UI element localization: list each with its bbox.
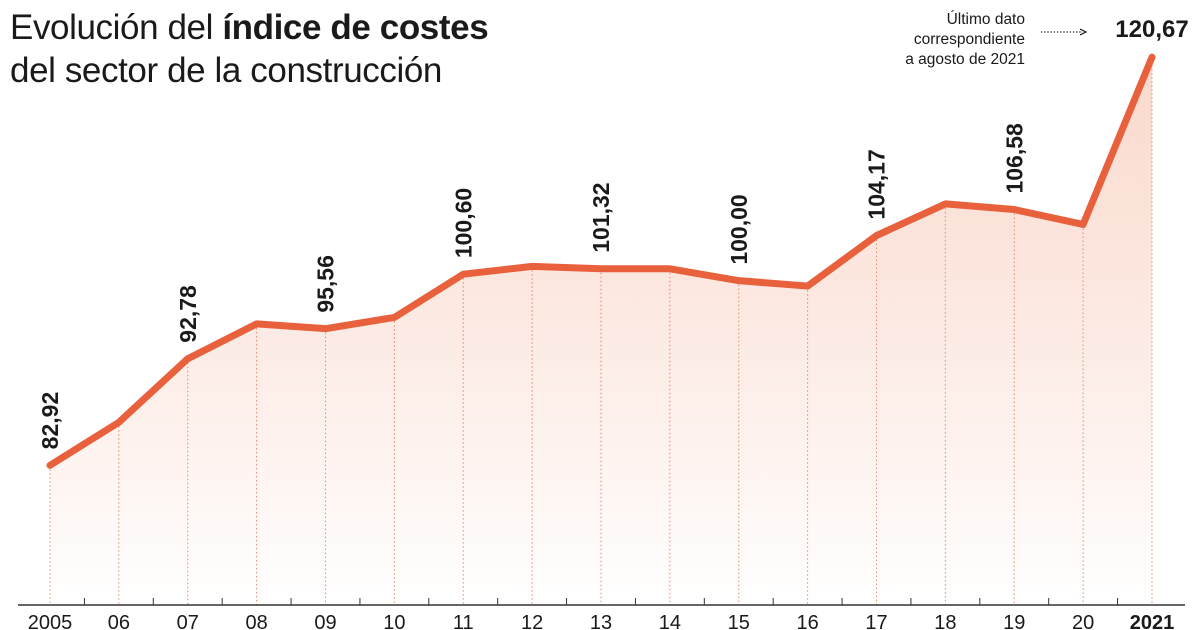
note-arrow-head: [1079, 28, 1088, 36]
x-tick-label-12: 12: [521, 612, 543, 630]
note-line-1: Último dato: [946, 11, 1025, 28]
value-label-13: 101,32: [588, 182, 614, 252]
x-tick-label-20: 20: [1072, 612, 1094, 630]
x-tick-label-16: 16: [797, 612, 819, 630]
last-data-note: Último dato correspondiente a agosto de …: [905, 10, 1025, 70]
x-tick-label-08: 08: [246, 612, 268, 630]
x-tick-label-06: 06: [108, 612, 130, 630]
value-label-09: 95,56: [313, 255, 339, 313]
value-label-15: 100,00: [726, 194, 752, 264]
value-label-last: 120,67: [1115, 16, 1188, 43]
title-line-2: del sector de la construcción: [10, 51, 442, 90]
note-line-3: a agosto de 2021: [905, 51, 1025, 68]
x-tick-label-11: 11: [453, 612, 474, 630]
x-tick-label-2005: 2005: [28, 612, 73, 630]
x-tick-label-10: 10: [383, 612, 405, 630]
title-part-regular: Evolución del: [10, 8, 223, 47]
x-tick-label-14: 14: [659, 612, 681, 630]
value-label-2005: 82,92: [37, 392, 63, 450]
value-label-17: 104,17: [864, 149, 890, 219]
x-tick-label-15: 15: [728, 612, 750, 630]
x-tick-label-18: 18: [934, 612, 956, 630]
x-tick-label-2021: 2021: [1130, 612, 1175, 630]
value-label-19: 106,58: [1001, 123, 1027, 194]
x-tick-label-19: 19: [1003, 612, 1025, 630]
value-label-07: 92,78: [175, 285, 201, 343]
value-label-11: 100,60: [450, 188, 476, 258]
x-tick-label-09: 09: [314, 612, 336, 630]
area-fill: [50, 57, 1152, 606]
note-line-2: correspondiente: [913, 31, 1025, 48]
chart-title: Evolución del índice de costes del secto…: [10, 6, 489, 92]
x-tick-label-07: 07: [177, 612, 199, 630]
series-line: [46, 53, 1156, 469]
x-tick-label-17: 17: [865, 612, 887, 630]
title-line-1: Evolución del índice de costes: [10, 6, 489, 49]
title-part-bold: índice de costes: [222, 8, 489, 47]
x-tick-label-13: 13: [590, 612, 612, 630]
